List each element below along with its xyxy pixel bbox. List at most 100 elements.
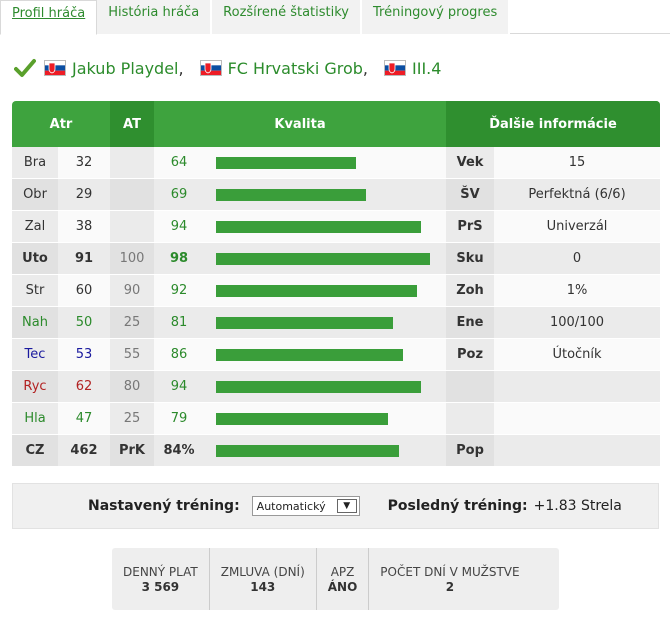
info-value (494, 435, 660, 466)
tab-historia-hraca[interactable]: História hráča (97, 0, 213, 34)
contract-value: 2 (445, 579, 455, 594)
checkmark-icon (14, 59, 36, 77)
attribute-at: 25 (110, 307, 154, 338)
quality-bar (216, 348, 403, 361)
attribute-name[interactable]: Ryc (12, 371, 58, 402)
header-kvalita: Kvalita (274, 116, 326, 132)
attribute-name[interactable]: Tec (12, 339, 58, 370)
table-row: Nah 50 25 81 Ene 100/100 (12, 307, 660, 339)
separator: , (178, 58, 184, 78)
attribute-name[interactable]: Zal (12, 211, 58, 242)
player-header: Jakub Playdel, FC Hrvatski Grob, III.4 (14, 56, 441, 80)
table-row: Zal 38 94 PrS Univerzál (12, 211, 660, 243)
league-item: III.4 (384, 59, 441, 78)
tab-treningovy-progres[interactable]: Tréningový progres (362, 0, 511, 34)
header-dalsie-informacie: Ďalšie informácie (446, 101, 660, 147)
contract-days: ZMLUVA (DNÍ) 143 (210, 548, 317, 610)
table-row: Uto 91 100 98 Sku 0 (12, 243, 660, 275)
attribute-at: 55 (110, 339, 154, 370)
info-value: Útočník (494, 339, 660, 370)
attributes-table: Atr AT Kvalita Ďalšie informácie Bra 32 64… (12, 101, 660, 467)
contract-value: 3 569 (141, 579, 180, 594)
club-link[interactable]: FC Hrvatski Grob (227, 58, 363, 78)
attribute-name[interactable]: Str (12, 275, 58, 306)
table-row: Tec 53 55 86 Poz Útočník (12, 339, 660, 371)
quality-bar (216, 156, 356, 169)
player-name-item: Jakub Playdel, (44, 59, 200, 78)
attribute-value: 62 (58, 371, 110, 402)
table-header: Atr AT Kvalita Ďalšie informácie (12, 101, 660, 147)
slovakia-flag-icon (44, 60, 66, 76)
info-label: Zoh (446, 275, 494, 306)
training-panel: Nastavený tréning: Automatický ▼ Posledn… (12, 483, 659, 529)
quality-bar (216, 412, 388, 425)
quality-bar (216, 188, 366, 201)
info-label (446, 371, 494, 402)
attribute-at (110, 179, 154, 210)
table-row: Ryc 62 80 94 (12, 371, 660, 403)
attribute-at: PrK (110, 435, 154, 466)
attribute-name[interactable]: Hla (12, 403, 58, 434)
chevron-down-icon[interactable]: ▼ (336, 499, 357, 513)
attribute-name[interactable]: Obr (12, 179, 58, 210)
contract-value: ÁNO (327, 579, 358, 594)
tab-rozsirene-statistiky[interactable]: Rozšírené štatistiky (212, 0, 362, 34)
attribute-value: 38 (58, 211, 110, 242)
table-row: Hla 47 25 79 (12, 403, 660, 435)
contract-value: 143 (250, 579, 276, 594)
info-value: 15 (494, 147, 660, 178)
quality-value: 69 (154, 179, 204, 210)
info-label: Ene (446, 307, 494, 338)
attribute-at: 100 (110, 243, 154, 274)
info-label: ŠV (446, 179, 494, 210)
quality-bar-cell (204, 371, 446, 402)
tab-profil-hraca[interactable]: Profil hráča (0, 0, 98, 35)
attribute-at (110, 147, 154, 178)
info-label: Sku (446, 243, 494, 274)
contract-label: DENNÝ PLAT (123, 564, 198, 579)
attribute-value: 29 (58, 179, 110, 210)
info-value: Univerzál (494, 211, 660, 242)
info-label: Vek (446, 147, 494, 178)
contract-days-in-team: POČET DNÍ V MUŽSTVE 2 (369, 548, 530, 610)
last-training-value: +1.83 Strela (533, 498, 622, 514)
contract-label: APZ (330, 564, 355, 579)
slovakia-flag-icon (199, 60, 222, 76)
quality-bar-cell (204, 307, 446, 338)
attribute-value: 60 (58, 275, 110, 306)
attribute-name[interactable]: CZ (12, 435, 58, 466)
training-select[interactable]: Automatický ▼ (251, 496, 360, 516)
quality-bar (216, 316, 393, 329)
table-row: CZ 462 PrK 84% Pop (12, 435, 660, 467)
quality-bar-cell (204, 211, 446, 242)
attribute-value: 53 (58, 339, 110, 370)
info-value: 1% (494, 275, 660, 306)
quality-value: 84% (154, 435, 204, 466)
quality-bar-cell (204, 147, 446, 178)
league-link[interactable]: III.4 (412, 58, 442, 78)
quality-bar (216, 284, 417, 297)
quality-value: 94 (154, 211, 204, 242)
quality-value: 94 (154, 371, 204, 402)
info-value (494, 403, 660, 434)
contract-label: ZMLUVA (DNÍ) (220, 564, 305, 579)
player-name-link[interactable]: Jakub Playdel (72, 58, 179, 78)
quality-value: 92 (154, 275, 204, 306)
info-label (446, 403, 494, 434)
quality-value: 81 (154, 307, 204, 338)
attribute-value: 32 (58, 147, 110, 178)
attribute-name[interactable]: Uto (12, 243, 58, 274)
info-label: PrS (446, 211, 494, 242)
table-body: Bra 32 64 Vek 15 Obr 29 69 ŠV Perfektná (6/6) Zal 3… (12, 147, 660, 467)
contract-label: POČET DNÍ V MUŽSTVE (380, 564, 520, 579)
quality-value: 86 (154, 339, 204, 370)
attribute-value: 91 (58, 243, 110, 274)
attribute-name[interactable]: Nah (12, 307, 58, 338)
attribute-name[interactable]: Bra (12, 147, 58, 178)
quality-value: 98 (154, 243, 204, 274)
attribute-value: 50 (58, 307, 110, 338)
header-atr: Atr (49, 116, 73, 132)
training-select-value: Automatický (256, 499, 326, 513)
attribute-at: 90 (110, 275, 154, 306)
header-at: AT (110, 101, 154, 147)
